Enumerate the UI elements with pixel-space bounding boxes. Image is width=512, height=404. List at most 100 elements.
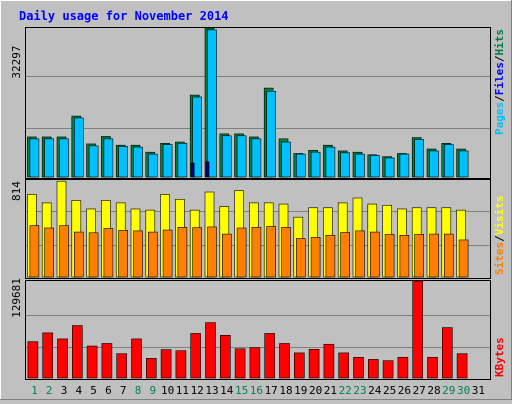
x-tick-label-day-21: 21: [324, 384, 337, 397]
x-tick-label-day-9: 9: [149, 384, 156, 397]
bar-sites-day-6: [103, 228, 114, 278]
kbytes-panel-frame: [25, 280, 491, 380]
bar-files-day-16: [251, 138, 262, 178]
bar-files-day-19: [295, 153, 306, 178]
bar-sites-day-23: [355, 230, 365, 278]
bar-kbytes-day-14: [220, 334, 231, 379]
bar-sites-day-13: [207, 226, 217, 278]
bar-files-day-15: [236, 135, 247, 178]
bar-sites-day-24: [369, 231, 380, 278]
visits-panel-legend: Sites/Visits: [493, 196, 506, 276]
bar-files-day-8: [133, 146, 143, 178]
bar-sites-day-8: [133, 230, 143, 278]
visits-panel-max-label: 814: [10, 181, 23, 201]
bar-kbytes-day-7: [116, 353, 127, 379]
bar-kbytes-day-17: [264, 333, 276, 379]
x-tick-label-day-4: 4: [75, 384, 82, 397]
bar-files-day-21: [325, 146, 336, 178]
x-tick-label-day-11: 11: [176, 384, 189, 397]
x-tick-label-day-2: 2: [46, 384, 53, 397]
bar-sites-day-28: [429, 233, 439, 278]
legend-sites: Sites: [493, 242, 506, 275]
x-tick-label-day-25: 25: [383, 384, 396, 397]
x-tick-label-day-12: 12: [191, 384, 204, 397]
bar-files-day-25: [384, 157, 395, 178]
svg-text:KBytes: KBytes: [493, 337, 506, 377]
legend-visits: Visits: [493, 196, 506, 236]
bar-sites-day-19: [295, 238, 306, 278]
bar-sites-day-14: [222, 233, 232, 278]
bar-files-day-30: [458, 150, 469, 178]
bar-sites-day-22: [340, 232, 351, 278]
bar-pages-day-13: [205, 161, 210, 178]
x-tick-label-day-10: 10: [161, 384, 174, 397]
kbytes-panel-legend: KBytes: [493, 337, 506, 377]
x-tick-label-day-5: 5: [90, 384, 97, 397]
x-tick-label-day-20: 20: [309, 384, 322, 397]
legend-pages: Pages: [493, 102, 506, 135]
legend-separator: /: [493, 55, 506, 62]
bar-sites-day-2: [44, 227, 55, 278]
bar-kbytes-day-5: [86, 345, 98, 379]
bar-files-day-17: [266, 90, 277, 178]
x-tick-label-day-19: 19: [294, 384, 307, 397]
bar-sites-day-26: [399, 234, 410, 278]
x-tick-label-day-22: 22: [339, 384, 352, 397]
x-tick-label-day-24: 24: [368, 384, 382, 397]
bar-sites-day-18: [281, 227, 291, 278]
bar-kbytes-day-18: [279, 343, 290, 379]
bar-kbytes-day-20: [308, 348, 320, 379]
bars: [27, 27, 469, 379]
x-tick-label-day-8: 8: [135, 384, 142, 397]
legend-separator: /: [493, 235, 506, 242]
bar-sites-day-20: [310, 237, 321, 278]
x-tick-label-day-26: 26: [398, 384, 411, 397]
bar-sites-day-1: [29, 225, 40, 278]
bar-kbytes-day-27: [412, 280, 424, 379]
bar-files-day-2: [44, 138, 55, 178]
x-tick-label-day-15: 15: [235, 384, 248, 397]
bar-sites-day-7: [118, 230, 128, 278]
bar-kbytes-day-6: [101, 343, 113, 379]
x-tick-label-day-17: 17: [265, 384, 278, 397]
bar-kbytes-day-22: [338, 352, 350, 379]
kbytes-panel-max-label: 129681: [10, 278, 23, 318]
bar-kbytes-day-25: [382, 360, 394, 379]
x-tick-label-day-31: 31: [472, 384, 485, 397]
bar-sites-day-29: [443, 233, 454, 278]
bar-kbytes-day-19: [293, 352, 305, 379]
bar-kbytes-day-29: [441, 327, 453, 379]
bar-kbytes-day-24: [367, 359, 379, 379]
bar-kbytes-day-4: [72, 325, 83, 379]
bar-sites-day-17: [266, 226, 277, 278]
chart-title: Daily usage for November 2014: [19, 9, 229, 23]
bar-sites-day-9: [148, 231, 158, 278]
bar-sites-day-3: [59, 225, 69, 278]
bar-files-day-24: [369, 155, 380, 178]
bar-kbytes-day-10: [160, 349, 172, 379]
hits-panel-frame: [25, 27, 491, 179]
bar-sites-day-15: [236, 227, 247, 278]
bar-kbytes-day-26: [397, 356, 409, 379]
bar-kbytes-day-23: [353, 356, 364, 379]
hits-panel-max-label: 32297: [10, 45, 23, 78]
bar-files-day-18: [281, 141, 291, 178]
bar-sites-day-16: [251, 227, 262, 278]
bar-files-day-22: [340, 152, 351, 178]
bar-files-day-13: [207, 29, 217, 178]
svg-text:Pages/Files/Hits: Pages/Files/Hits: [493, 29, 506, 135]
bar-files-day-23: [355, 153, 365, 178]
hits-panel-legend: Pages/Files/Hits: [493, 29, 506, 135]
bar-files-day-1: [29, 138, 40, 178]
bar-files-day-14: [222, 135, 232, 178]
x-tick-label-day-29: 29: [442, 384, 455, 397]
bar-kbytes-day-3: [57, 338, 68, 379]
bar-sites-day-4: [74, 231, 84, 278]
bar-kbytes-day-11: [175, 350, 187, 379]
bar-sites-day-12: [192, 227, 202, 278]
bar-sites-day-11: [177, 227, 188, 278]
svg-text:Sites/Visits: Sites/Visits: [493, 196, 506, 276]
bar-sites-day-21: [325, 234, 336, 278]
bar-files-day-6: [103, 138, 114, 178]
